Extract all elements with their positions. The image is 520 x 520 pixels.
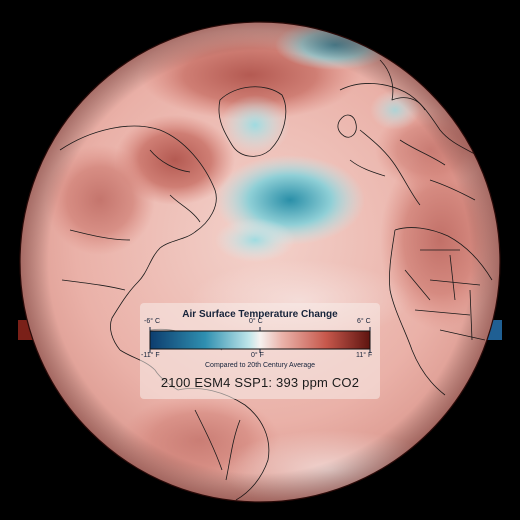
celsius-min-label: -6° C <box>144 318 161 325</box>
legend-colorbar <box>149 330 371 350</box>
fahrenheit-min-label: -11° F <box>141 352 160 359</box>
legend-caption: Compared to 20th Century Average <box>205 362 315 369</box>
legend-title: Air Surface Temperature Change <box>182 309 338 320</box>
scenario-label: 2100 ESM4 SSP1: 393 ppm CO2 <box>160 375 360 390</box>
fahrenheit-max-label: 11° F <box>356 352 373 359</box>
fahrenheit-mid-label: 0° F <box>251 352 264 359</box>
celsius-max-label: 6° C <box>357 318 371 325</box>
celsius-mid-label: 0° C <box>249 318 263 325</box>
globe-outline <box>19 21 501 503</box>
